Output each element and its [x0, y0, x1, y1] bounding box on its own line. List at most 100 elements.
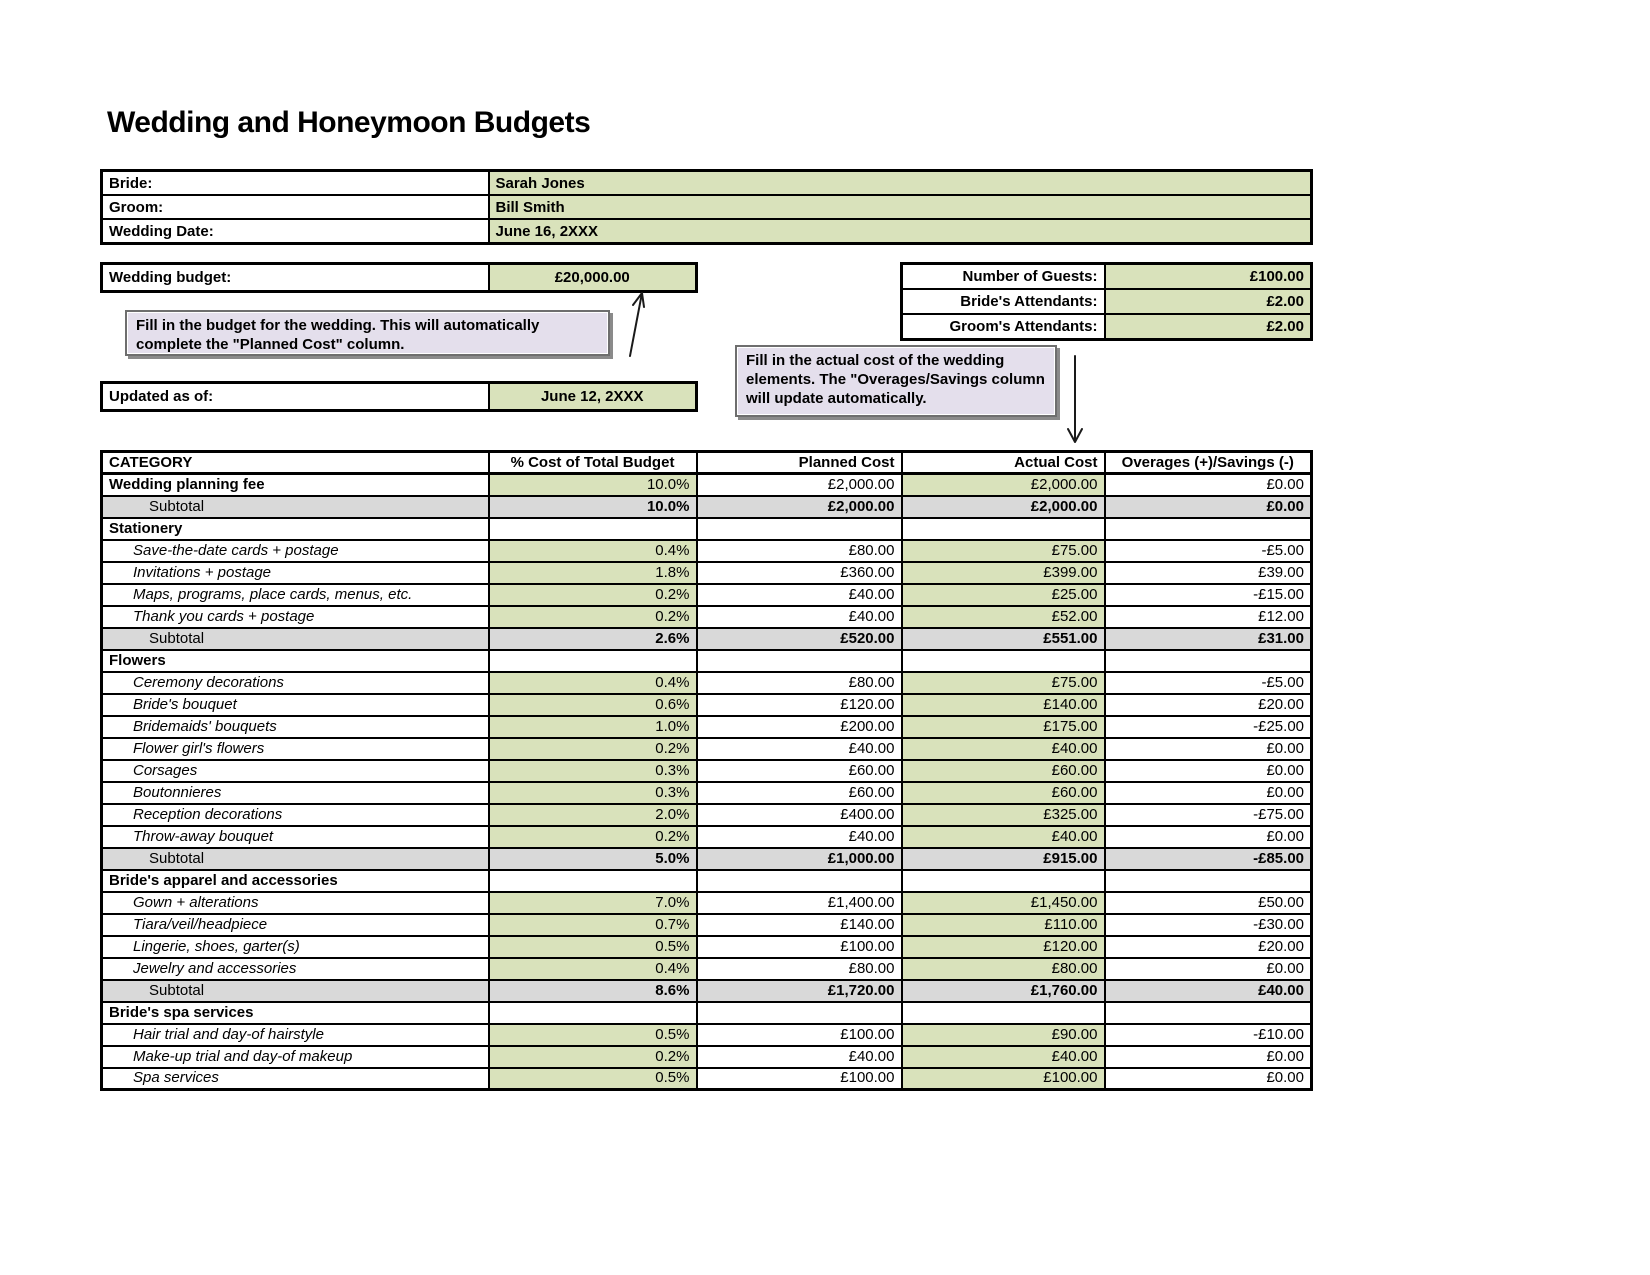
actual-cost-cell[interactable]: £100.00	[900, 1066, 1106, 1091]
overage-cell[interactable]: £20.00	[1103, 692, 1313, 717]
actual-cost-cell[interactable]: £40.00	[900, 1044, 1106, 1069]
actual-cost-cell[interactable]	[900, 516, 1106, 541]
overage-cell[interactable]: -£5.00	[1103, 538, 1313, 563]
guest-field-label-cell[interactable]: Number of Guests:	[900, 262, 1106, 290]
overage-cell[interactable]	[1103, 648, 1313, 673]
actual-cost-cell[interactable]: £60.00	[900, 780, 1106, 805]
planned-cost-cell[interactable]: £40.00	[695, 1044, 903, 1069]
category-cell[interactable]: Ceremony decorations	[100, 670, 490, 695]
pct-cell[interactable]: 8.6%	[487, 978, 698, 1003]
category-cell[interactable]: Throw-away bouquet	[100, 824, 490, 849]
category-cell[interactable]: Subtotal	[100, 846, 490, 871]
planned-cost-cell[interactable]: £80.00	[695, 956, 903, 981]
actual-cost-cell[interactable]: £25.00	[900, 582, 1106, 607]
pct-cell[interactable]	[487, 648, 698, 673]
overage-cell[interactable]: £0.00	[1103, 494, 1313, 519]
actual-cost-cell[interactable]: £120.00	[900, 934, 1106, 959]
category-cell[interactable]: Flower girl's flowers	[100, 736, 490, 761]
updated-as-of-label-cell[interactable]: Updated as of:	[100, 381, 490, 412]
overage-cell[interactable]: -£15.00	[1103, 582, 1313, 607]
category-cell[interactable]: Subtotal	[100, 494, 490, 519]
category-cell[interactable]: Thank you cards + postage	[100, 604, 490, 629]
pct-cell[interactable]	[487, 868, 698, 893]
field-value-cell[interactable]: June 16, 2XXX	[487, 218, 1313, 245]
wedding-budget-value-cell[interactable]: £20,000.00	[487, 262, 698, 293]
guest-field-value-cell[interactable]: £100.00	[1103, 262, 1313, 290]
pct-cell[interactable]: 0.2%	[487, 1044, 698, 1069]
category-cell[interactable]: Bride's apparel and accessories	[100, 868, 490, 893]
planned-cost-cell[interactable]: £80.00	[695, 670, 903, 695]
actual-cost-cell[interactable]: £60.00	[900, 758, 1106, 783]
guest-field-label-cell[interactable]: Groom's Attendants:	[900, 313, 1106, 341]
actual-cost-cell[interactable]: £140.00	[900, 692, 1106, 717]
overage-cell[interactable]: £0.00	[1103, 472, 1313, 497]
actual-cost-cell[interactable]: £915.00	[900, 846, 1106, 871]
planned-cost-cell[interactable]: £80.00	[695, 538, 903, 563]
category-cell[interactable]: Save-the-date cards + postage	[100, 538, 490, 563]
budget-note-box[interactable]: Fill in the budget for the wedding. This…	[125, 310, 610, 356]
planned-cost-cell[interactable]	[695, 868, 903, 893]
col-header-overages-savings[interactable]: Overages (+)/Savings (-)	[1103, 450, 1313, 475]
pct-cell[interactable]: 7.0%	[487, 890, 698, 915]
planned-cost-cell[interactable]: £520.00	[695, 626, 903, 651]
actual-cost-cell[interactable]: £551.00	[900, 626, 1106, 651]
planned-cost-cell[interactable]: £100.00	[695, 1066, 903, 1091]
guest-field-value-cell[interactable]: £2.00	[1103, 313, 1313, 341]
pct-cell[interactable]: 2.0%	[487, 802, 698, 827]
planned-cost-cell[interactable]: £2,000.00	[695, 472, 903, 497]
pct-cell[interactable]: 0.6%	[487, 692, 698, 717]
col-header-actual-cost[interactable]: Actual Cost	[900, 450, 1106, 475]
actual-cost-cell[interactable]: £90.00	[900, 1022, 1106, 1047]
pct-cell[interactable]	[487, 516, 698, 541]
actual-cost-cell[interactable]	[900, 1000, 1106, 1025]
category-cell[interactable]: Corsages	[100, 758, 490, 783]
pct-cell[interactable]: 10.0%	[487, 494, 698, 519]
overage-cell[interactable]	[1103, 516, 1313, 541]
overage-cell[interactable]: £0.00	[1103, 736, 1313, 761]
actual-cost-cell[interactable]: £40.00	[900, 824, 1106, 849]
overage-cell[interactable]: -£5.00	[1103, 670, 1313, 695]
pct-cell[interactable]: 0.4%	[487, 538, 698, 563]
planned-cost-cell[interactable]: £1,000.00	[695, 846, 903, 871]
category-cell[interactable]: Flowers	[100, 648, 490, 673]
planned-cost-cell[interactable]: £1,720.00	[695, 978, 903, 1003]
category-cell[interactable]: Bride's bouquet	[100, 692, 490, 717]
overage-cell[interactable]	[1103, 868, 1313, 893]
pct-cell[interactable]: 0.3%	[487, 758, 698, 783]
category-cell[interactable]: Reception decorations	[100, 802, 490, 827]
overage-cell[interactable]: £0.00	[1103, 824, 1313, 849]
col-header-pct-of-budget[interactable]: % Cost of Total Budget	[487, 450, 698, 475]
category-cell[interactable]: Make-up trial and day-of makeup	[100, 1044, 490, 1069]
overage-cell[interactable]: £12.00	[1103, 604, 1313, 629]
pct-cell[interactable]: 0.5%	[487, 1022, 698, 1047]
pct-cell[interactable]: 5.0%	[487, 846, 698, 871]
category-cell[interactable]: Jewelry and accessories	[100, 956, 490, 981]
overage-cell[interactable]: £39.00	[1103, 560, 1313, 585]
pct-cell[interactable]: 0.2%	[487, 604, 698, 629]
category-cell[interactable]: Subtotal	[100, 626, 490, 651]
planned-cost-cell[interactable]: £100.00	[695, 1022, 903, 1047]
wedding-budget-label-cell[interactable]: Wedding budget:	[100, 262, 490, 293]
overage-cell[interactable]: -£10.00	[1103, 1022, 1313, 1047]
category-cell[interactable]: Maps, programs, place cards, menus, etc.	[100, 582, 490, 607]
category-cell[interactable]: Tiara/veil/headpiece	[100, 912, 490, 937]
pct-cell[interactable]: 0.2%	[487, 736, 698, 761]
pct-cell[interactable]: 1.8%	[487, 560, 698, 585]
category-cell[interactable]: Invitations + postage	[100, 560, 490, 585]
planned-cost-cell[interactable]: £40.00	[695, 736, 903, 761]
overage-cell[interactable]: £0.00	[1103, 758, 1313, 783]
pct-cell[interactable]: 0.4%	[487, 670, 698, 695]
overage-cell[interactable]: £0.00	[1103, 1066, 1313, 1091]
category-cell[interactable]: Boutonnieres	[100, 780, 490, 805]
overage-cell[interactable]: £20.00	[1103, 934, 1313, 959]
category-cell[interactable]: Subtotal	[100, 978, 490, 1003]
actual-cost-cell[interactable]: £1,760.00	[900, 978, 1106, 1003]
actual-cost-cell[interactable]: £325.00	[900, 802, 1106, 827]
planned-cost-cell[interactable]	[695, 1000, 903, 1025]
actual-cost-cell[interactable]: £1,450.00	[900, 890, 1106, 915]
category-cell[interactable]: Bride's spa services	[100, 1000, 490, 1025]
actual-cost-cell[interactable]: £75.00	[900, 670, 1106, 695]
category-cell[interactable]: Hair trial and day-of hairstyle	[100, 1022, 490, 1047]
planned-cost-cell[interactable]: £140.00	[695, 912, 903, 937]
planned-cost-cell[interactable]: £2,000.00	[695, 494, 903, 519]
